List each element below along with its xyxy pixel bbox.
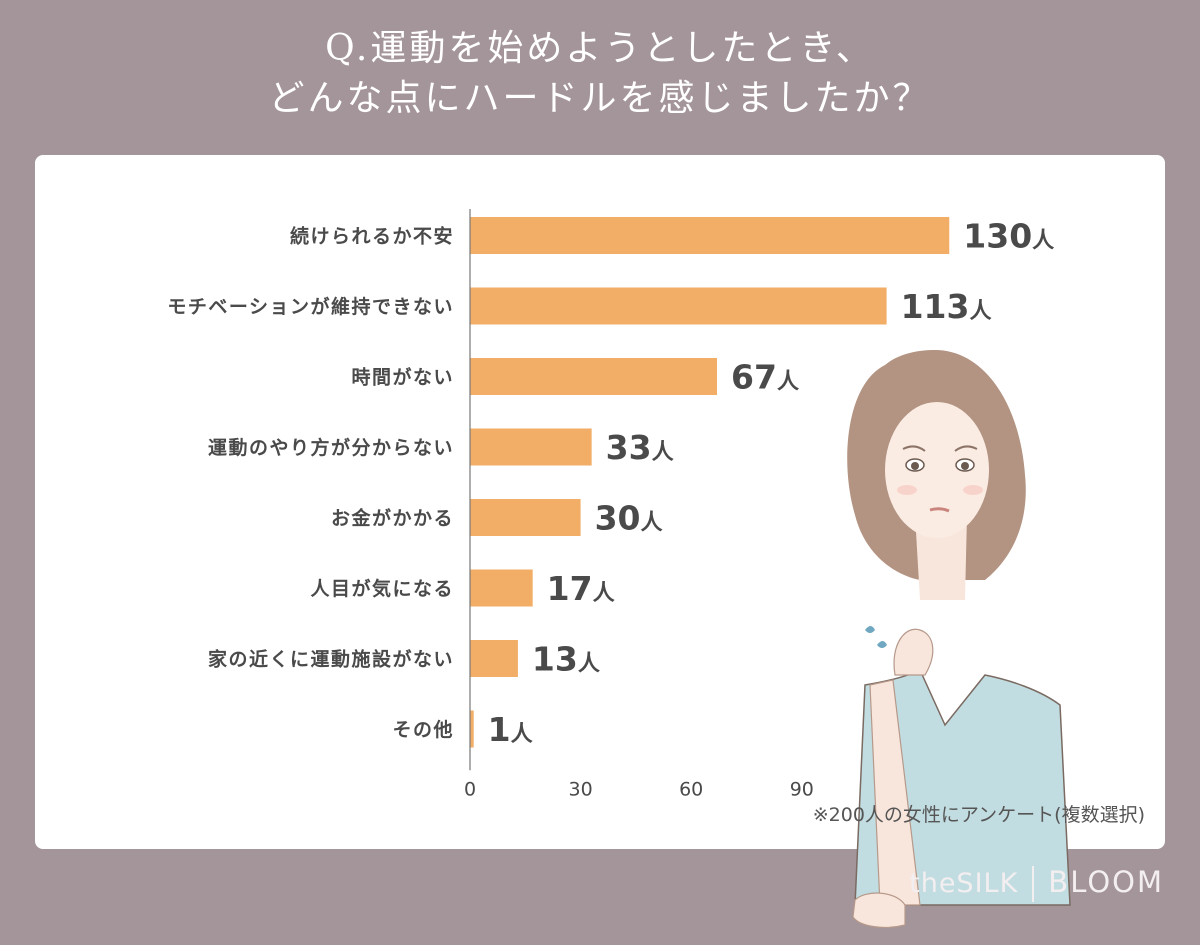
data-label: 130人 — [963, 217, 1054, 256]
bar — [470, 358, 718, 395]
category-label: 家の近くに運動施設がない — [208, 648, 454, 671]
brand-name-part1: theSILK — [909, 868, 1019, 899]
title-line-2: どんな点にハードルを感じましたか？ — [268, 78, 932, 119]
category-label: 人目が気になる — [310, 577, 454, 600]
bar — [470, 287, 887, 325]
category-label: モチベーションが維持できない — [167, 295, 454, 318]
bar — [470, 710, 474, 748]
x-tick-label: 60 — [679, 778, 703, 800]
data-label: 13人 — [532, 640, 600, 679]
x-tick-label: 30 — [569, 778, 593, 800]
data-label: 33人 — [606, 428, 674, 467]
bar — [470, 569, 533, 607]
data-label: 113人 — [901, 287, 992, 326]
category-label: 時間がない — [351, 366, 454, 389]
title-line-1: Q.運動を始めようとしたとき、 — [325, 28, 875, 69]
bar — [470, 499, 581, 536]
brand-logo: theSILK BLOOM — [909, 865, 1164, 902]
bar — [470, 217, 950, 254]
survey-note: ※200人の女性にアンケート(複数選択) — [812, 804, 1145, 826]
chart-title: Q.運動を始めようとしたとき、 どんな点にハードルを感じましたか？ — [0, 24, 1200, 124]
brand-name-part2: BLOOM — [1048, 865, 1164, 899]
thinking-woman-illustration — [847, 350, 1071, 928]
chart-card: 続けられるか不安 130人モチベーションが維持できない 113人時間がない 67人運動… — [35, 155, 1165, 928]
data-label: 30人 — [595, 499, 663, 538]
category-label: その他 — [392, 718, 454, 741]
x-tick-label: 0 — [464, 778, 476, 800]
category-label: 運動のやり方が分からない — [208, 436, 454, 459]
category-label: お金がかかる — [331, 507, 454, 530]
bar — [470, 640, 518, 677]
category-label: 続けられるか不安 — [290, 225, 454, 248]
data-label: 17人 — [547, 569, 615, 608]
brand-divider — [1032, 866, 1035, 902]
bar — [470, 428, 592, 466]
data-label: 67人 — [731, 358, 799, 397]
data-label: 1人 — [488, 710, 533, 749]
x-tick-label: 90 — [790, 778, 814, 800]
